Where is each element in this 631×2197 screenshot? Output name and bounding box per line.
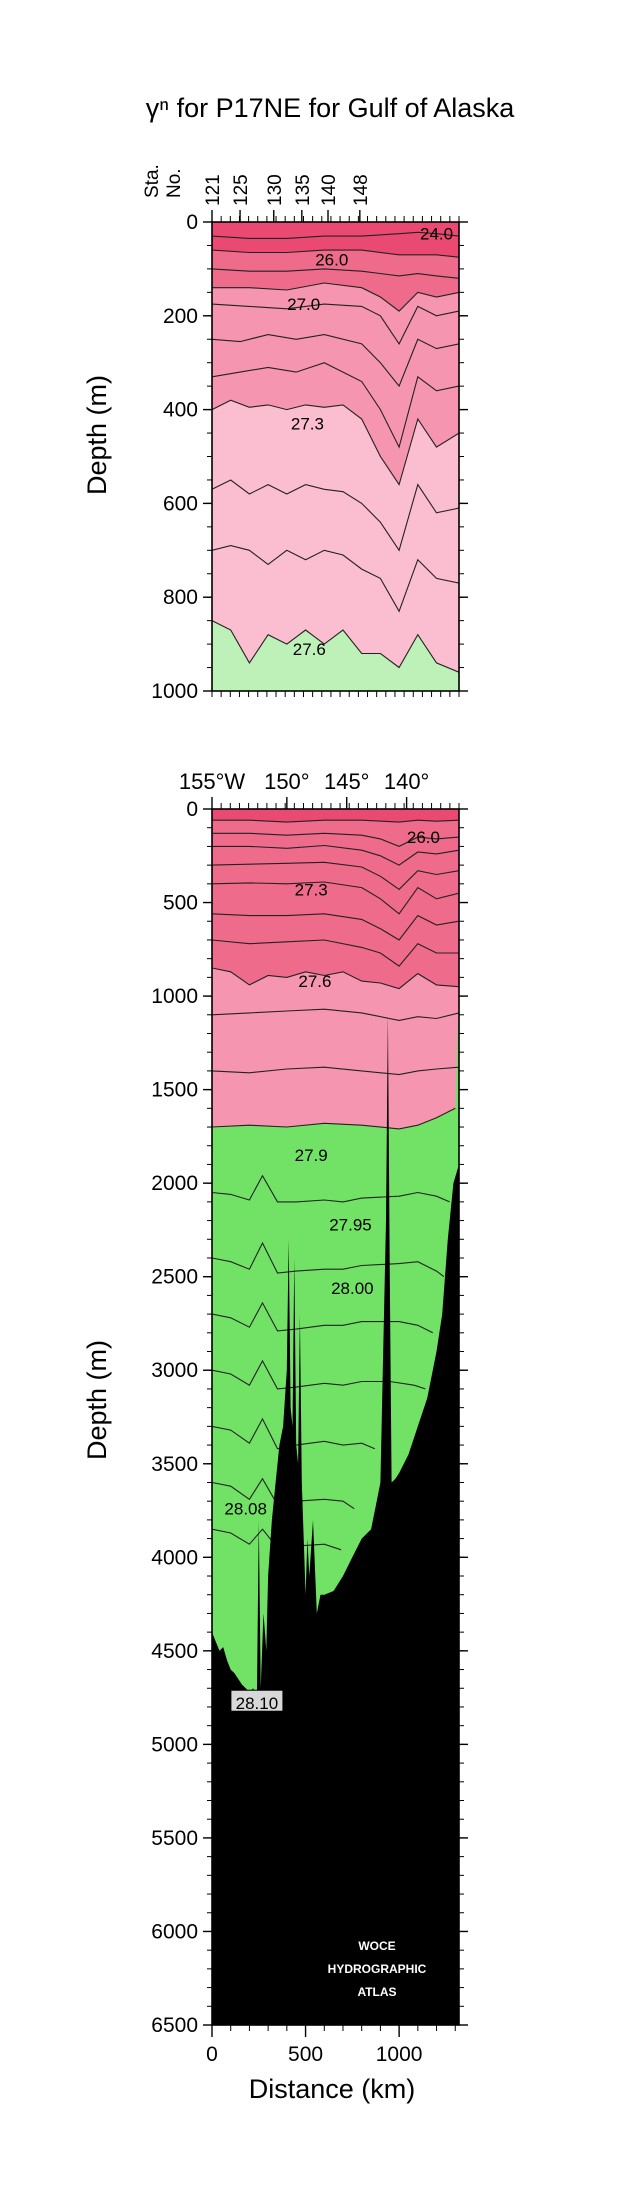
lower-density-band	[212, 968, 459, 1129]
upper-isopycnal-line	[212, 282, 459, 312]
station-tick-label: 130	[265, 174, 286, 206]
upper-isopycnal-line	[212, 268, 459, 279]
upper-isopycnal-line	[212, 334, 459, 388]
longitude-tick-label: 155°W	[179, 769, 246, 794]
lower-ytick-label: 0	[186, 798, 198, 821]
upper-plot-area	[212, 222, 459, 691]
lower-density-band	[212, 820, 459, 989]
lower-isopycnal-line	[212, 1066, 459, 1076]
lower-isopycnal-line	[212, 913, 459, 941]
lower-isopycnal-line	[212, 1008, 459, 1021]
lower-ytick-label: 5500	[151, 1827, 198, 1850]
lower-isopycnal-line	[212, 861, 459, 891]
lower-ytick-label: 6000	[151, 1920, 198, 1943]
logo-line-3: ATLAS	[357, 1985, 396, 1999]
upper-isopycnal-line	[212, 620, 459, 673]
lower-isopycnal-line	[212, 819, 459, 823]
lower-ytick-label: 1500	[151, 1079, 198, 1102]
lower-ytick-label: 4000	[151, 1546, 198, 1569]
lower-density-band	[212, 809, 459, 823]
station-tick-label: 135	[293, 174, 314, 206]
upper-ytick-label: 600	[163, 492, 198, 515]
upper-isopycnal-line	[212, 399, 459, 486]
upper-ytick-label: 0	[186, 211, 198, 234]
figure-title: γⁿ for P17NE for Gulf of Alaska	[146, 93, 515, 123]
lower-isopycnal-label: 28.00	[331, 1279, 374, 1298]
lower-ytick-label: 6500	[151, 2014, 198, 2037]
lower-isopycnal-line	[212, 1301, 434, 1334]
lower-xlabel: Distance (km)	[249, 2074, 416, 2104]
lower-ytick-label: 3000	[151, 1359, 198, 1382]
upper-panel: 0 200 400 600 800 1000 24.0 26.0 27.0 27.3 27.6 121…	[151, 174, 468, 703]
upper-isopycnal-line	[212, 362, 459, 449]
lower-isopycnal-label: 27.9	[295, 1146, 328, 1165]
lower-ylabel: Depth (m)	[82, 1340, 112, 1460]
lower-isopycnal-line	[212, 1359, 426, 1390]
longitude-tick-label: 145°	[324, 769, 370, 794]
upper-ytick-label: 200	[163, 305, 198, 328]
lower-ytick-label: 500	[163, 892, 198, 915]
lower-isopycnal-label: 27.95	[329, 1215, 372, 1234]
longitude-tick-label: 150°	[264, 769, 310, 794]
lower-isopycnal-label: 27.3	[295, 880, 328, 899]
lower-frame	[211, 808, 460, 2026]
lower-panel: 0500100015002000250030003500400045005000…	[151, 769, 468, 2066]
upper-isopycnal-label: 27.3	[291, 415, 324, 434]
lower-isopycnal-line	[212, 967, 459, 990]
xtick-label: 500	[288, 2043, 323, 2066]
lower-ytick-label: 5000	[151, 1733, 198, 1756]
upper-isopycnal-line	[212, 479, 459, 552]
upper-isopycnal-label: 26.0	[315, 251, 348, 270]
lower-isopycnal-line	[212, 844, 459, 866]
upper-isopycnal-label: 27.0	[287, 295, 320, 314]
xtick-label: 1000	[376, 2043, 423, 2066]
logo-line-2: HYDROGRAPHIC	[328, 1962, 427, 1976]
woce-logo: WOCE HYDROGRAPHIC ATLAS	[328, 1939, 427, 1999]
upper-isopycnal-line	[212, 249, 459, 258]
logo-line-1: WOCE	[358, 1939, 395, 1953]
lower-isopycnal-line	[212, 1174, 450, 1203]
lower-ytick-label: 3500	[151, 1453, 198, 1476]
lower-isopycnal-line	[212, 1107, 456, 1130]
upper-ylabel: Depth (m)	[82, 375, 112, 495]
upper-density-band	[212, 250, 459, 312]
lower-ytick-label: 2000	[151, 1172, 198, 1195]
upper-density-band	[212, 283, 459, 485]
lower-isopycnal-line	[212, 1528, 342, 1551]
upper-isopycnal-label: 27.6	[293, 640, 326, 659]
station-tick-label: 121	[203, 174, 224, 206]
station-axis-label: Sta.	[142, 164, 163, 198]
upper-ytick-label: 400	[163, 399, 198, 422]
longitude-tick-label: 140°	[384, 769, 430, 794]
upper-density-band	[212, 222, 459, 258]
upper-isopycnal-label: 24.0	[420, 225, 453, 244]
lower-plot-area	[212, 809, 459, 2025]
lower-isopycnal-line	[212, 939, 459, 967]
lower-isopycnal-line	[212, 881, 459, 915]
lower-ytick-label: 2500	[151, 1266, 198, 1289]
station-tick-label: 148	[351, 174, 372, 206]
lower-ytick-label: 4500	[151, 1640, 198, 1663]
upper-ytick-label: 1000	[151, 680, 198, 703]
station-axis-label-no: No.	[164, 168, 185, 198]
upper-ytick-label: 800	[163, 586, 198, 609]
xtick-label: 0	[206, 2043, 218, 2066]
station-tick-label: 125	[231, 174, 252, 206]
station-tick-label: 140	[319, 174, 340, 206]
lower-isopycnal-label: 26.0	[407, 828, 440, 847]
upper-isopycnal-line	[212, 545, 459, 613]
lower-ytick-label: 1000	[151, 985, 198, 1008]
upper-density-band	[212, 400, 459, 673]
upper-isopycnal-line	[212, 303, 459, 345]
lower-isopycnal-line	[212, 1241, 445, 1278]
lower-isopycnal-label: 27.6	[298, 972, 331, 991]
lower-isopycnal-line	[212, 832, 459, 848]
upper-isopycnal-line	[212, 231, 459, 239]
lower-isopycnal-label: 28.10	[236, 1694, 279, 1713]
lower-isopycnal-label: 28.08	[224, 1500, 267, 1519]
lower-label-box	[230, 1689, 284, 1712]
seafloor-bathymetry	[212, 1014, 459, 2025]
